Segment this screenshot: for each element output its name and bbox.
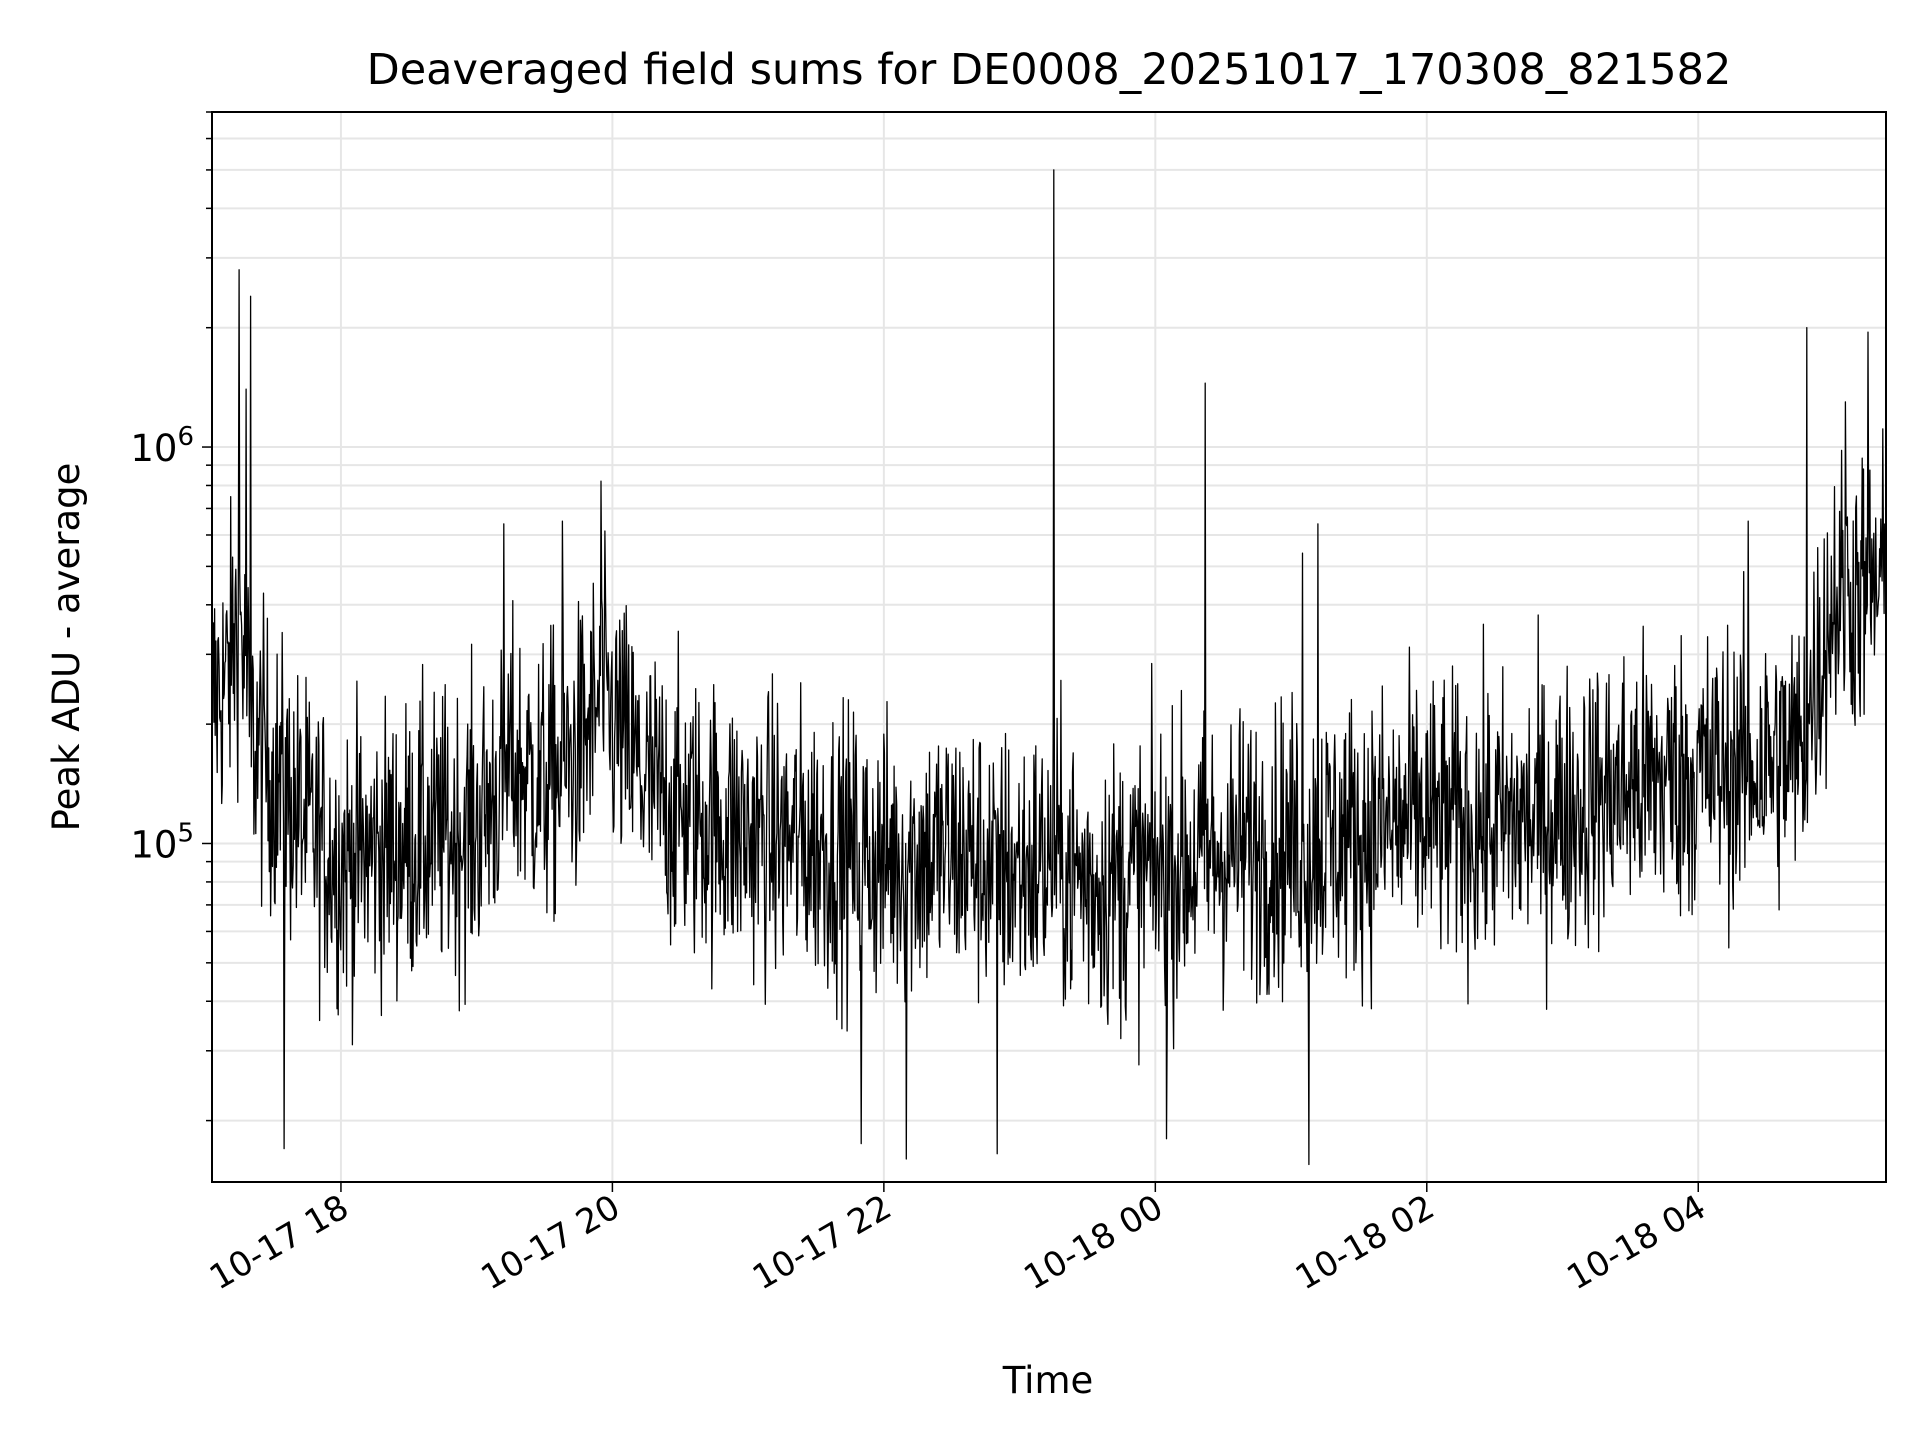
y-tick-label: 105 <box>130 818 194 866</box>
data-series <box>211 169 1887 1166</box>
plot-frame <box>211 111 1887 1183</box>
x-axis-label: Time <box>1002 1359 1094 1402</box>
chart-title: Deaveraged field sums for DE0008_2025101… <box>367 45 1732 95</box>
y-axis-label: Peak ADU - average <box>45 463 88 832</box>
y-tick-label: 106 <box>130 422 194 470</box>
series-line <box>211 169 1887 1166</box>
